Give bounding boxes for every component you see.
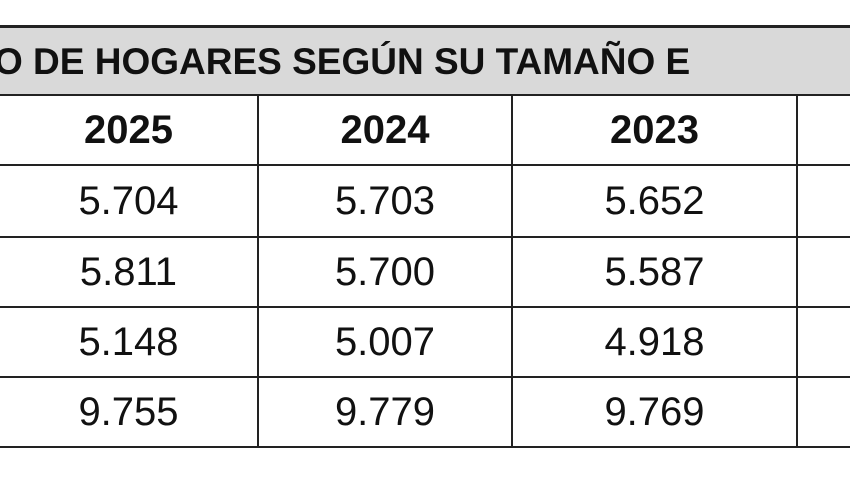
data-cell: 9.769 <box>604 390 705 434</box>
data-cell: 5.700 <box>334 250 436 294</box>
row-border <box>0 94 850 96</box>
row-border <box>0 306 850 308</box>
row-border <box>0 376 850 378</box>
data-cell: 9.755 <box>78 390 179 434</box>
row-border <box>0 164 850 166</box>
header-cell: 2023 <box>610 108 699 152</box>
table-title: O DE HOGARES SEGÚN SU TAMAÑO E <box>0 41 691 82</box>
header-cell: 2024 <box>340 108 430 152</box>
data-cell: 5.652 <box>604 179 705 223</box>
row-border <box>0 446 850 448</box>
data-cell: 5.703 <box>334 179 436 223</box>
data-cell: 5.148 <box>78 320 179 364</box>
data-cell: 5.811 <box>79 250 178 294</box>
data-cell: 5.587 <box>604 250 705 294</box>
data-cell: 4.918 <box>604 320 705 364</box>
row-border <box>0 236 850 238</box>
column-border <box>796 95 798 448</box>
header-cell: 2025 <box>84 108 173 152</box>
title-bar: O DE HOGARES SEGÚN SU TAMAÑO E <box>0 25 850 95</box>
column-border <box>511 95 513 448</box>
data-cell: 9.779 <box>334 390 436 434</box>
data-cell: 5.007 <box>334 320 436 364</box>
column-border <box>257 95 259 448</box>
data-cell: 5.704 <box>78 179 179 223</box>
